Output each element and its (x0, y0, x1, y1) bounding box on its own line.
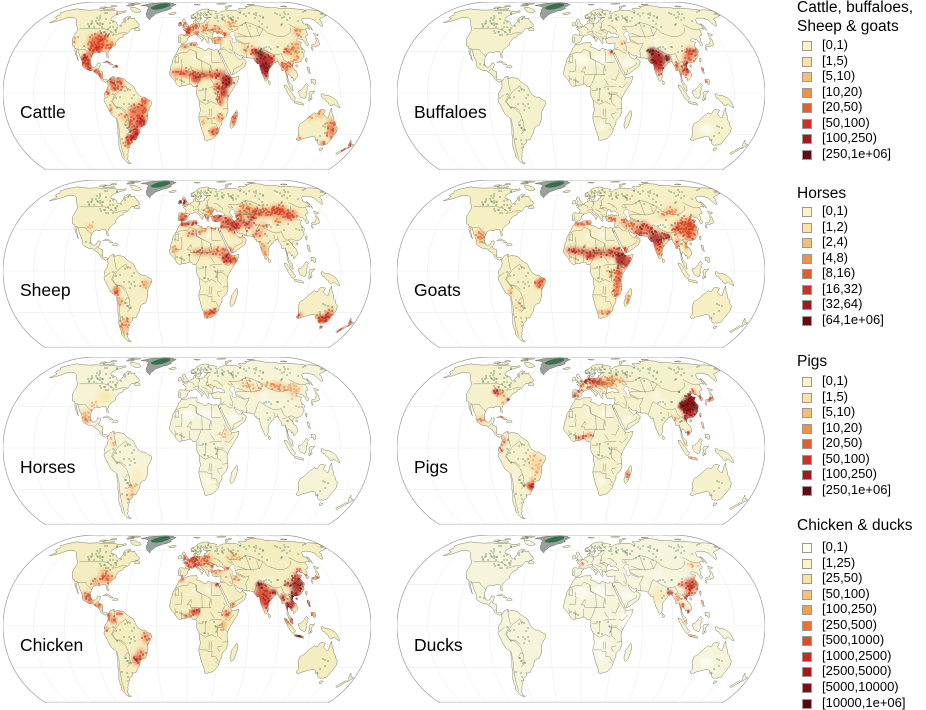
svg-text:Sheep: Sheep (20, 280, 71, 300)
svg-text:Pigs: Pigs (414, 457, 448, 477)
svg-text:Buffaloes: Buffaloes (414, 102, 487, 122)
svg-text:Goats: Goats (414, 280, 461, 300)
svg-text:Horses: Horses (20, 457, 76, 477)
svg-text:Chicken: Chicken (20, 635, 83, 655)
svg-text:Ducks: Ducks (414, 635, 463, 655)
svg-text:Cattle: Cattle (20, 102, 66, 122)
